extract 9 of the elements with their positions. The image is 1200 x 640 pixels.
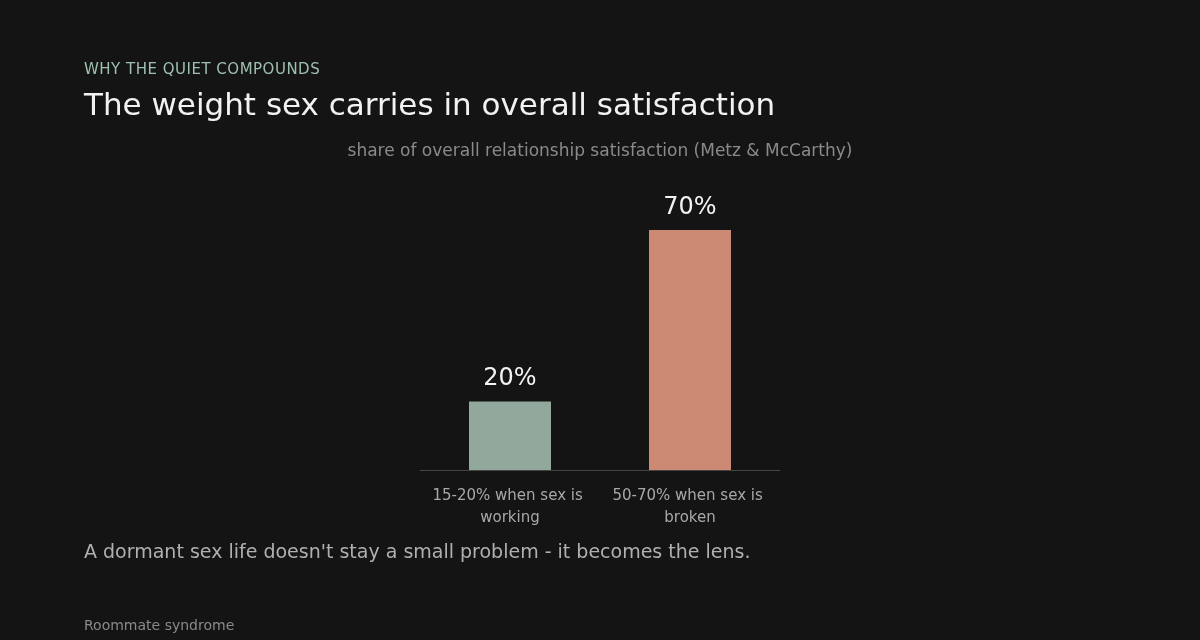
chart-title: The weight sex carries in overall satisfaction <box>84 86 776 122</box>
x-tick-label: 15-20% when sex is working <box>432 486 588 526</box>
data-label: 70% <box>663 192 717 220</box>
chart-subtitle: share of overall relationship satisfaction (Metz & McCarthy) <box>347 140 853 160</box>
text: A dormant sex life doesn't stay a small problem - it becomes the lens. <box>84 540 751 562</box>
data-label: 20% <box>483 363 537 392</box>
x-tick-label: 50-70% when sex is broken <box>612 486 768 526</box>
text: Roommate syndrome <box>84 617 235 633</box>
text: WHY THE QUIET COMPOUNDS <box>84 60 321 78</box>
